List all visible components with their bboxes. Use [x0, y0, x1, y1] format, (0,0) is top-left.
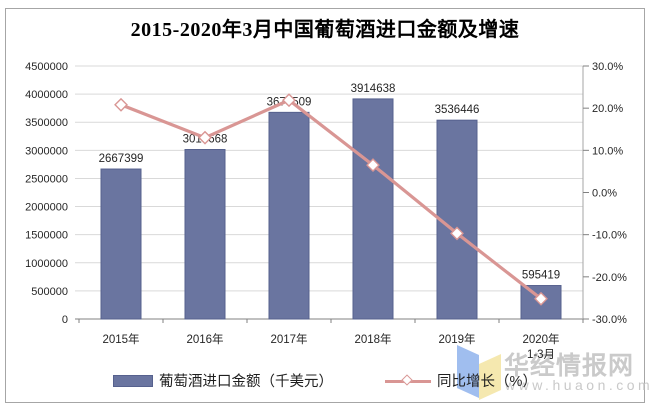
- right-axis-tick-label: -10.0%: [592, 230, 627, 242]
- line-marker-diamond: [366, 158, 380, 173]
- left-axis-tick-label: 4000000: [25, 89, 68, 101]
- line-marker-diamond: [198, 130, 212, 145]
- bar-series-swatch: [113, 374, 154, 387]
- bar-value-label: 3914638: [351, 83, 396, 95]
- right-axis-tick-label: -20.0%: [592, 272, 627, 284]
- x-axis-label: 1-3月: [527, 349, 555, 361]
- legend-line-label: 同比增长（%）: [437, 374, 537, 390]
- bar-value-label: 2667399: [99, 153, 144, 165]
- bar: [184, 149, 226, 320]
- diamond-marker-icon: [401, 373, 413, 386]
- left-axis-tick-label: 1500000: [25, 230, 68, 242]
- left-axis-tick-label: 2000000: [25, 202, 68, 214]
- line-marker-diamond: [450, 226, 464, 241]
- right-axis-tick-label: 10.0%: [592, 145, 623, 157]
- right-axis-tick-label: 20.0%: [592, 103, 623, 115]
- x-axis-label: 2018年: [354, 332, 391, 346]
- left-axis-tick-label: 1000000: [25, 258, 68, 270]
- legend-bar-label: 葡萄酒进口金额（千美元）: [159, 374, 334, 390]
- right-axis-tick-label: -30.0%: [592, 314, 627, 326]
- bar: [268, 111, 310, 320]
- chart-title: 2015-2020年3月中国葡萄酒进口金额及增速: [130, 19, 520, 41]
- x-axis-label: 2020年: [522, 332, 559, 346]
- x-axis-label: 2015年: [102, 332, 139, 346]
- growth-line: [120, 98, 542, 301]
- left-axis-tick-label: 3000000: [25, 145, 68, 157]
- chart-outer-border: [5, 8, 645, 403]
- watermark: 华经情报网 www.huaon.com: [452, 338, 650, 404]
- left-axis-tick-label: 2500000: [25, 173, 68, 185]
- watermark-url-text: www.huaon.com: [505, 377, 650, 393]
- line-series-swatch: [385, 373, 432, 387]
- right-axis-tick-label: 0.0%: [592, 188, 617, 200]
- legend-item-growth: 同比增长（%）: [385, 370, 537, 391]
- line-marker-diamond: [114, 97, 128, 112]
- left-axis-tick-label: 500000: [31, 286, 68, 298]
- left-axis-tick-label: 4500000: [25, 61, 68, 73]
- bar: [100, 168, 142, 320]
- bar: [352, 98, 394, 320]
- line-marker-diamond: [282, 93, 296, 108]
- x-axis-label: 2019年: [438, 332, 475, 346]
- huaon-logo-icon: [457, 345, 501, 400]
- chart-legend: 葡萄酒进口金额（千美元） 同比增长（%）: [0, 370, 650, 391]
- watermark-brand-text: 华经情报网: [504, 352, 635, 380]
- left-axis-tick-label: 0: [62, 314, 68, 326]
- x-axis-label: 2016年: [186, 332, 223, 346]
- right-axis-tick-label: 30.0%: [592, 61, 623, 73]
- bar-value-label: 595419: [522, 270, 560, 282]
- x-axis-label: 2017年: [270, 332, 307, 346]
- line-marker-diamond: [534, 291, 548, 306]
- bar-value-label: 3536446: [435, 104, 480, 116]
- legend-item-import-value: 葡萄酒进口金额（千美元）: [113, 370, 333, 391]
- left-axis-tick-label: 3500000: [25, 117, 68, 129]
- bar: [436, 119, 478, 320]
